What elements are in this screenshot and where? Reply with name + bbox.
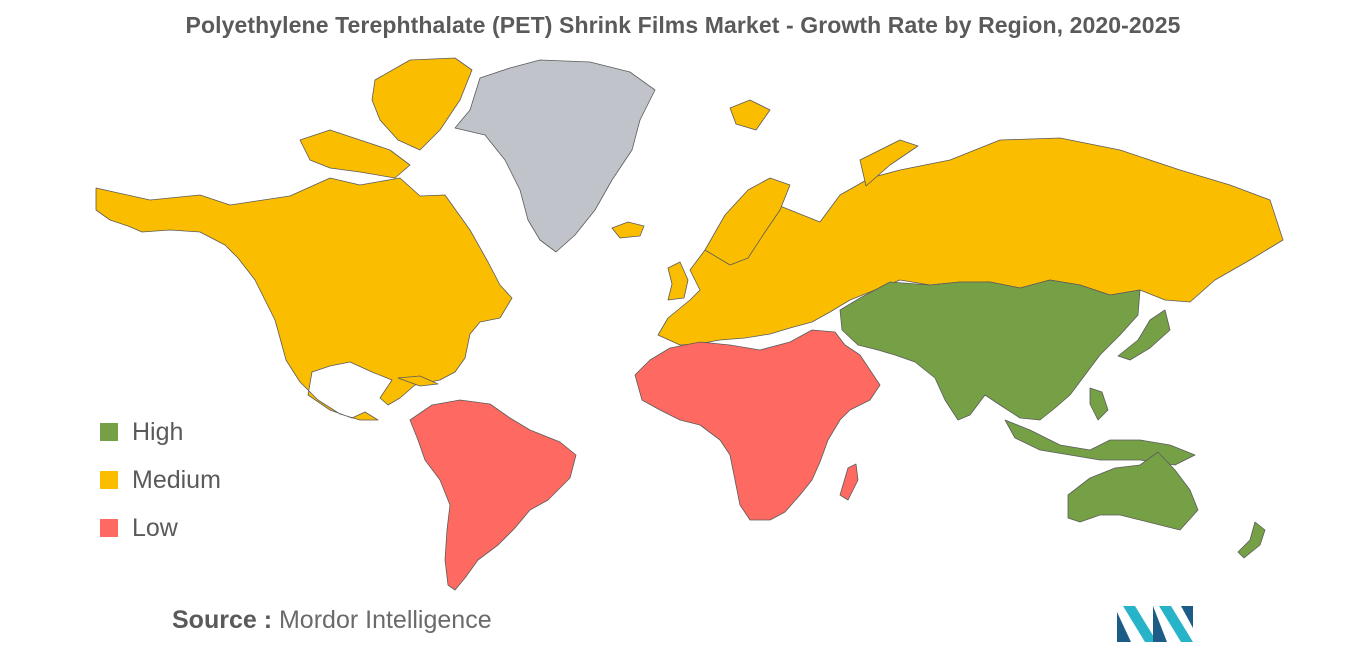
region-svalbard: [729, 99, 771, 131]
legend-label-low: Low: [132, 513, 178, 542]
legend-label-high: High: [132, 417, 184, 446]
map-legend: High Medium Low: [100, 408, 221, 552]
region-canada-arctic: [299, 129, 411, 179]
region-scandinavia: [704, 177, 791, 266]
legend-item-medium: Medium: [100, 456, 221, 504]
region-uk: [667, 261, 689, 301]
legend-swatch-medium: [100, 471, 118, 489]
region-madagascar: [839, 463, 859, 501]
legend-label-medium: Medium: [132, 465, 221, 494]
source-value: Mordor Intelligence: [278, 606, 492, 634]
region-australia: [1067, 451, 1199, 531]
legend-swatch-low: [100, 519, 118, 537]
region-africa-middle-east: [634, 329, 881, 521]
region-asia: [839, 279, 1141, 421]
legend-swatch-high: [100, 423, 118, 441]
source-key: Source :: [172, 606, 273, 634]
source-line: Source : Mordor Intelligence: [172, 606, 492, 635]
region-cuba: [397, 375, 439, 387]
chart-title: Polyethylene Terephthalate (PET) Shrink …: [185, 12, 1181, 38]
region-north-america: [95, 177, 513, 421]
region-indonesia: [1004, 419, 1196, 466]
region-novaya-zemlya: [859, 139, 919, 187]
region-canada-islands: [371, 57, 473, 151]
region-japan: [1117, 309, 1171, 361]
region-south-america: [409, 399, 577, 591]
region-greenland: [454, 59, 656, 253]
region-iceland: [611, 221, 645, 239]
region-philippines: [1089, 387, 1109, 421]
region-new-zealand: [1237, 521, 1266, 559]
legend-item-high: High: [100, 408, 221, 456]
legend-item-low: Low: [100, 504, 221, 552]
mordor-intelligence-logo-icon: [1117, 606, 1193, 642]
